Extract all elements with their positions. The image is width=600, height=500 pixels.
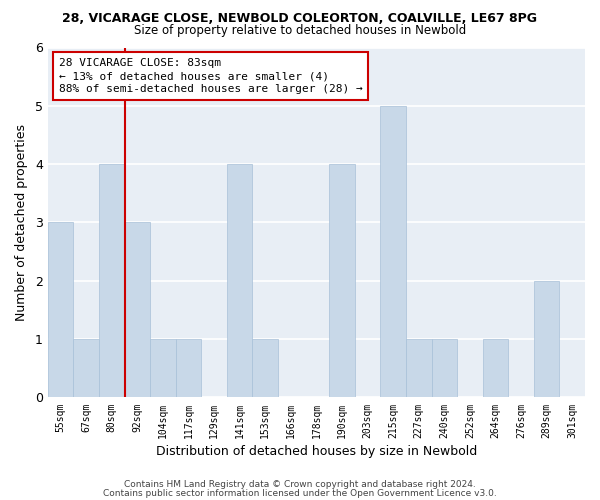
Text: 28 VICARAGE CLOSE: 83sqm
← 13% of detached houses are smaller (4)
88% of semi-de: 28 VICARAGE CLOSE: 83sqm ← 13% of detach… <box>59 58 362 94</box>
Bar <box>176 339 201 398</box>
X-axis label: Distribution of detached houses by size in Newbold: Distribution of detached houses by size … <box>156 444 477 458</box>
Bar <box>534 281 559 398</box>
Bar <box>227 164 253 398</box>
Bar <box>73 339 99 398</box>
Bar <box>431 339 457 398</box>
Bar <box>48 222 73 398</box>
Y-axis label: Number of detached properties: Number of detached properties <box>15 124 28 321</box>
Bar <box>99 164 125 398</box>
Bar <box>329 164 355 398</box>
Bar <box>125 222 150 398</box>
Bar <box>406 339 431 398</box>
Bar <box>253 339 278 398</box>
Text: Contains HM Land Registry data © Crown copyright and database right 2024.: Contains HM Land Registry data © Crown c… <box>124 480 476 489</box>
Text: 28, VICARAGE CLOSE, NEWBOLD COLEORTON, COALVILLE, LE67 8PG: 28, VICARAGE CLOSE, NEWBOLD COLEORTON, C… <box>62 12 538 26</box>
Text: Contains public sector information licensed under the Open Government Licence v3: Contains public sector information licen… <box>103 490 497 498</box>
Bar <box>150 339 176 398</box>
Text: Size of property relative to detached houses in Newbold: Size of property relative to detached ho… <box>134 24 466 37</box>
Bar <box>482 339 508 398</box>
Bar <box>380 106 406 398</box>
